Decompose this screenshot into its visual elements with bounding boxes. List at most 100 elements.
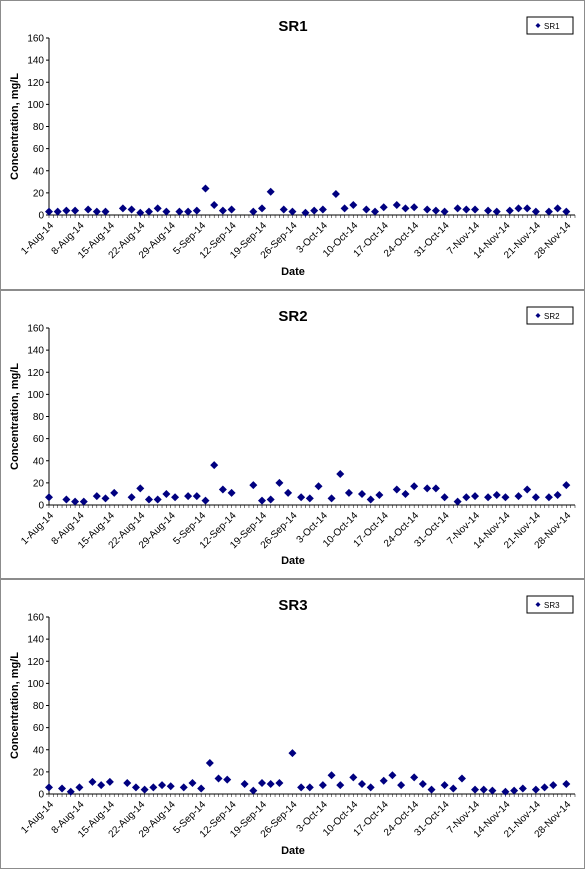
data-point [71, 206, 80, 215]
x-axis-label: Date [281, 555, 305, 567]
data-point [297, 493, 306, 502]
chart-svg: SR30204060801001201401601-Aug-148-Aug-14… [9, 595, 576, 857]
data-point [101, 494, 110, 503]
data-point [471, 492, 480, 501]
data-point [514, 204, 523, 213]
y-tick-label: 140 [27, 56, 44, 67]
data-point [305, 494, 314, 503]
legend-box [526, 595, 574, 614]
data-point [127, 493, 136, 502]
data-point [544, 207, 553, 216]
data-point [397, 781, 406, 790]
data-point [440, 207, 449, 216]
data-point [301, 208, 310, 217]
data-point [127, 205, 136, 214]
data-point [523, 204, 532, 213]
data-point [144, 207, 153, 216]
y-axis-label: Concentration, mg/L [9, 652, 21, 759]
data-point [562, 207, 571, 216]
y-tick-label: 0 [38, 211, 44, 222]
chart-svg: SR10204060801001201401601-Aug-148-Aug-14… [9, 16, 576, 278]
data-point [179, 783, 188, 792]
data-point [501, 493, 510, 502]
data-point [449, 784, 458, 793]
y-axis-label: Concentration, mg/L [9, 73, 21, 180]
data-point [562, 481, 571, 490]
data-point [58, 784, 67, 793]
data-point [136, 484, 145, 493]
series-SR1 [45, 184, 571, 217]
data-point [514, 492, 523, 501]
data-point [410, 482, 419, 491]
data-point [223, 775, 232, 784]
data-point [505, 206, 514, 215]
data-point [462, 493, 471, 502]
chart-panel-sr2: SR2 0 20 40 60 80 100 120 140 160 1-Aug-14 8-Aug-14… [0, 290, 585, 579]
data-point [184, 207, 193, 216]
data-point [105, 777, 114, 786]
data-point [84, 205, 93, 214]
data-point [510, 786, 519, 795]
data-point [214, 774, 223, 783]
data-point [488, 786, 497, 795]
data-point [479, 785, 488, 794]
data-point [562, 780, 571, 789]
data-point [471, 205, 480, 214]
data-point [362, 205, 371, 214]
data-point [371, 207, 380, 216]
x-axis-label: Date [281, 845, 305, 857]
y-tick-label: 140 [27, 635, 44, 646]
data-point [531, 207, 540, 216]
data-point [344, 488, 353, 497]
y-tick-label: 120 [27, 368, 44, 379]
legend: SR3 [526, 595, 574, 614]
y-tick-label: 160 [27, 324, 44, 335]
data-point [144, 495, 153, 504]
y-tick-label: 100 [27, 100, 44, 111]
data-point [379, 776, 388, 785]
y-tick-label: 100 [27, 679, 44, 690]
data-point [131, 783, 140, 792]
data-point [279, 205, 288, 214]
data-point [357, 489, 366, 498]
y-tick-label: 160 [27, 613, 44, 624]
data-point [101, 207, 110, 216]
data-point [275, 778, 284, 787]
data-point [340, 204, 349, 213]
data-point [227, 488, 236, 497]
legend-marker [535, 313, 541, 318]
data-point [349, 201, 358, 210]
data-point [118, 204, 127, 213]
data-point [297, 783, 306, 792]
data-point [66, 787, 75, 796]
data-point [327, 771, 336, 780]
data-point [492, 207, 501, 216]
data-point [523, 485, 532, 494]
y-tick-label: 40 [33, 456, 45, 467]
x-axis-label: Date [281, 266, 305, 278]
data-point [331, 189, 340, 198]
data-point [327, 494, 336, 503]
data-point [553, 204, 562, 213]
chart-title: SR3 [278, 597, 307, 614]
data-point [184, 492, 193, 501]
chart-panel-sr1: SR1 0 20 40 60 80 100 120 140 160 1-Aug-14 8-Aug-14… [0, 0, 585, 290]
y-tick-label: 140 [27, 346, 44, 357]
y-tick-label: 60 [33, 723, 45, 734]
data-point [462, 205, 471, 214]
data-point [357, 780, 366, 789]
data-point [227, 205, 236, 214]
y-tick-label: 60 [33, 434, 45, 445]
data-point [544, 493, 553, 502]
data-point [275, 478, 284, 487]
data-point [192, 492, 201, 501]
data-point [210, 461, 219, 470]
data-point [249, 786, 258, 795]
data-point [427, 785, 436, 794]
data-point [249, 481, 258, 490]
data-point [201, 496, 210, 505]
data-point [288, 207, 297, 216]
y-tick-label: 120 [27, 657, 44, 668]
data-point [71, 497, 80, 506]
